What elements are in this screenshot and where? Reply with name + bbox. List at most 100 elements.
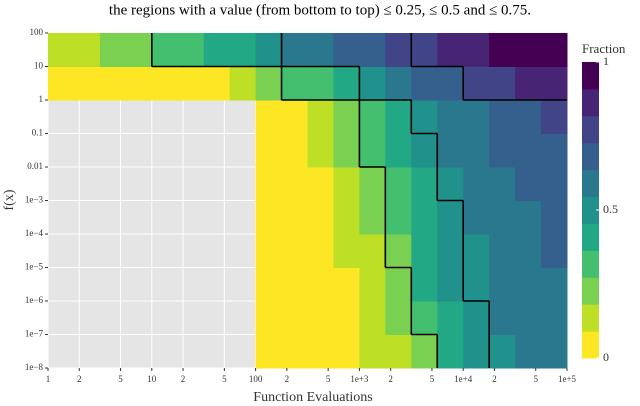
heatmap-cell (437, 334, 464, 369)
heatmap-cell (437, 301, 464, 335)
x-tick-label: 5 (118, 374, 123, 384)
colorbar-tick-label: 0.5 (603, 202, 618, 216)
heatmap-cell (515, 334, 542, 369)
heatmap-cell (489, 301, 516, 335)
y-tick-label: 1e−5 (25, 262, 44, 272)
heatmap-cell (411, 200, 438, 235)
heatmap-cell (359, 100, 386, 134)
x-tick-label: 1 (46, 374, 51, 384)
x-tick-label: 2 (77, 374, 82, 384)
heatmap-cell (307, 100, 334, 134)
heatmap-cell (333, 267, 360, 302)
y-tick-label: 1e−4 (25, 228, 44, 238)
heatmap-cell (385, 234, 412, 268)
heatmap-cell (385, 267, 412, 302)
heatmap-cell (437, 33, 464, 67)
heatmap-cell (515, 200, 542, 235)
heatmap-cell (385, 200, 412, 235)
heatmap-cell (463, 66, 490, 101)
heatmap-cell (515, 100, 542, 134)
y-tick-label: 10 (34, 61, 44, 71)
heatmap-cell (151, 66, 179, 101)
heatmap-cell (203, 33, 231, 67)
heatmap-cell (125, 66, 153, 101)
heatmap-cell (411, 267, 438, 302)
heatmap-cell (307, 66, 334, 101)
heatmap-cell (515, 33, 542, 67)
heatmap-cell (541, 334, 568, 369)
heatmap-cell (281, 100, 308, 134)
x-tick-label: 2 (285, 374, 290, 384)
heatmap-cell (489, 200, 516, 235)
heatmap-cell (281, 66, 308, 101)
heatmap-cell (281, 234, 308, 268)
y-tick-label: 1e−3 (25, 195, 44, 205)
heatmap-cell (541, 100, 568, 134)
y-tick-label: 0.1 (32, 128, 43, 138)
heatmap-cell (307, 267, 334, 302)
heatmap-cell (489, 234, 516, 268)
heatmap-cell (255, 33, 283, 67)
heatmap-cell (177, 66, 205, 101)
heatmap-cell (541, 33, 568, 67)
colorbar-step (582, 196, 599, 224)
colorbar-step (582, 331, 599, 359)
heatmap-cell (333, 167, 360, 201)
x-tick-label: 10 (147, 374, 157, 384)
x-tick-label: 2 (388, 374, 393, 384)
heatmap-cell (255, 133, 283, 168)
heatmap-cell (541, 66, 568, 101)
x-tick-label: 5 (534, 374, 539, 384)
y-axis-label: f(x) (2, 189, 17, 210)
heatmap-cell (99, 33, 127, 67)
heatmap-cell (255, 167, 283, 201)
heatmap-cell (411, 133, 438, 168)
heatmap-cell (281, 334, 308, 369)
heatmap-cell (411, 100, 438, 134)
heatmap-cell (48, 33, 75, 67)
heatmap-cell (385, 100, 412, 134)
heatmap-cell (489, 66, 516, 101)
heatmap-cell (541, 234, 568, 268)
heatmap-cell (307, 167, 334, 201)
colorbar-step (582, 304, 599, 332)
heatmap-cell (333, 66, 360, 101)
heatmap-cell (385, 133, 412, 168)
heatmap-cell (541, 267, 568, 302)
heatmap-cell (333, 234, 360, 268)
x-tick-label: 1e+5 (558, 374, 577, 384)
heatmap-cell (281, 33, 308, 67)
colorbar-step (582, 169, 599, 198)
heatmap-cell (307, 334, 334, 369)
heatmap-cell (333, 33, 360, 67)
colorbar-step (582, 88, 599, 117)
heatmap-cell (281, 301, 308, 335)
heatmap-cell (359, 301, 386, 335)
heatmap-cell (437, 200, 464, 235)
y-tick-label: 0.01 (27, 161, 43, 171)
heatmap-cell (411, 167, 438, 201)
y-tick-label: 1e−6 (25, 295, 44, 305)
heatmap-cell (333, 133, 360, 168)
legend-title: Fraction (582, 41, 626, 56)
x-tick-label: 2 (492, 374, 497, 384)
y-tick-label: 1e−8 (25, 362, 44, 372)
colorbar-step (582, 223, 599, 251)
heatmap-cell (437, 133, 464, 168)
heatmap-cell (255, 267, 283, 302)
heatmap-cell (203, 66, 231, 101)
heatmap-cell (411, 334, 438, 369)
heatmap-cell (307, 33, 334, 67)
heatmap-cell (463, 33, 490, 67)
y-tick-label: 1 (39, 94, 44, 104)
heatmap-cell (541, 200, 568, 235)
heatmap-cell (541, 301, 568, 335)
colorbar-step (582, 62, 599, 90)
heatmap-cell (255, 301, 283, 335)
heatmap-cell (463, 301, 490, 335)
heatmap-cell (359, 334, 386, 369)
x-axis-label: Function Evaluations (253, 390, 372, 405)
caption: the regions with a value (from bottom to… (109, 2, 531, 18)
heatmap-cell (359, 33, 386, 67)
